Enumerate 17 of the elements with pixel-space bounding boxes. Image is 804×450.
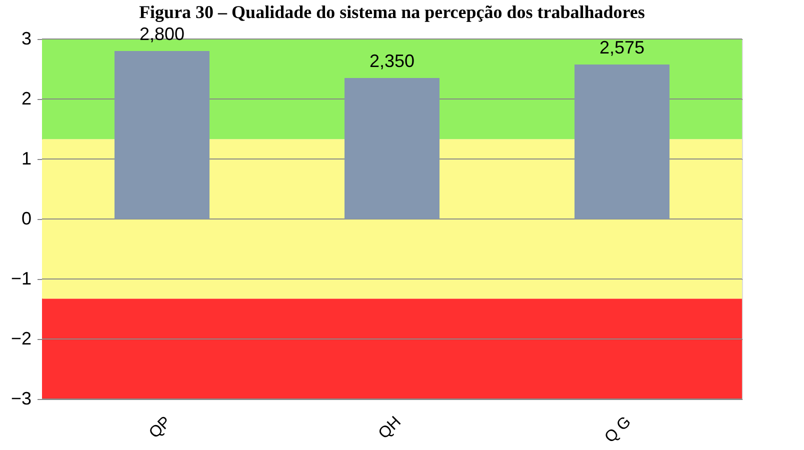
chart-title: Figura 30 – Qualidade do sistema na percepção dos trabalhadores [139, 2, 645, 22]
y-tick-label: 1 [21, 148, 32, 168]
y-tick-label: −1 [10, 268, 32, 288]
y-tick-label: 3 [21, 28, 32, 48]
text: 2,350 [369, 51, 415, 71]
y-tick-label: 2 [21, 88, 32, 108]
text: 2,575 [599, 38, 645, 58]
y-tick-label: −2 [10, 328, 32, 348]
bar [114, 51, 210, 219]
y-tick-label: 0 [21, 208, 32, 228]
y-tick-label: −3 [10, 388, 32, 408]
text: 2,800 [139, 24, 185, 44]
bar [574, 64, 670, 219]
bar [344, 78, 440, 219]
x-tick-label: QP [146, 414, 175, 442]
x-tick-label: QH [376, 414, 405, 442]
x-tick-label: Q G [602, 414, 635, 446]
